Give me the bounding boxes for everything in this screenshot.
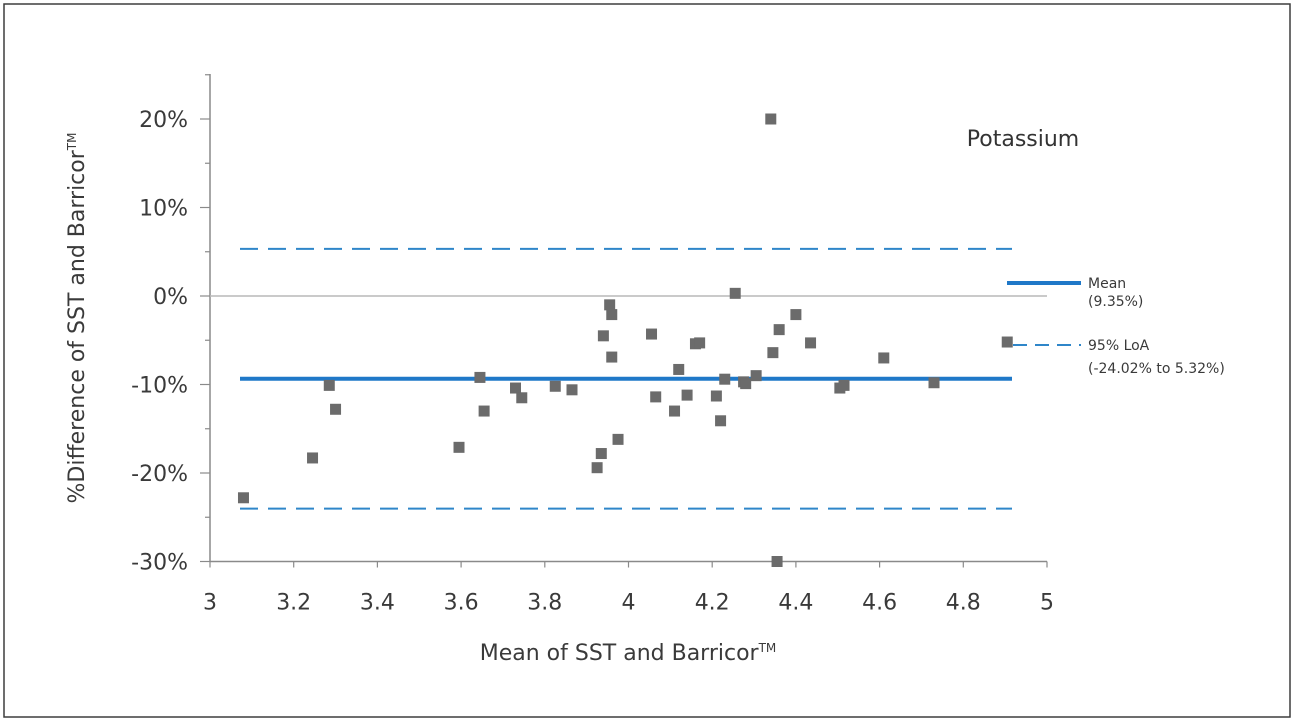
x-tick-label: 3.6	[444, 591, 479, 616]
data-point	[597, 330, 609, 342]
chart-border	[3, 3, 1291, 718]
x-tick-label: 4.2	[695, 591, 730, 616]
legend: Mean (9.35%) 95% LoA (-24.02% to 5.32%)	[1007, 276, 1225, 377]
x-tick-label: 4.4	[778, 591, 813, 616]
x-axis-title: Mean of SST and BarricorTM	[480, 641, 777, 666]
data-point	[606, 309, 618, 321]
data-point	[516, 392, 528, 404]
data-point	[330, 403, 342, 415]
y-axis-title-sup: TM	[65, 133, 79, 152]
data-point	[453, 441, 465, 453]
x-axis-title-sup: TM	[758, 641, 777, 655]
y-tick-label: -30%	[131, 551, 188, 576]
y-tick-label: 10%	[139, 197, 188, 222]
data-point	[878, 352, 890, 364]
data-point	[771, 556, 783, 567]
legend-loa-value: (-24.02% to 5.32%)	[1088, 361, 1225, 377]
data-point	[566, 384, 578, 396]
data-point	[673, 363, 685, 375]
data-point	[694, 337, 706, 349]
legend-mean-value: (9.35%)	[1088, 294, 1143, 310]
data-point	[510, 382, 522, 394]
x-tick-label: 4	[622, 591, 636, 616]
data-point	[790, 309, 802, 321]
x-tick-label: 3	[203, 591, 217, 616]
data-point	[591, 462, 603, 474]
x-tick-label: 3.2	[276, 591, 311, 616]
data-point	[612, 433, 624, 445]
data-point	[928, 377, 940, 389]
data-point	[669, 405, 681, 417]
data-point	[838, 379, 850, 391]
data-point	[750, 370, 762, 382]
data-point	[474, 371, 486, 383]
data-point	[729, 287, 741, 299]
x-tick-label: 3.4	[360, 591, 395, 616]
data-point	[323, 379, 335, 391]
data-point	[237, 492, 249, 504]
legend-loa-label: 95% LoA	[1088, 338, 1150, 354]
x-tick-label: 4.6	[862, 591, 897, 616]
x-tick-label: 3.8	[527, 591, 562, 616]
data-point	[715, 415, 727, 427]
data-point	[681, 389, 693, 401]
y-axis: 20% 10% 0% -10% -20% -30%	[131, 74, 211, 576]
data-point	[604, 299, 616, 311]
y-axis-title-text: %Difference of SST and Barricor	[65, 149, 90, 503]
y-tick-label: -10%	[131, 374, 188, 399]
data-point	[740, 378, 752, 390]
data-point	[767, 347, 779, 359]
data-point	[773, 324, 785, 336]
data-point	[307, 452, 319, 464]
data-point	[805, 337, 817, 349]
y-axis-title: %Difference of SST and BarricorTM	[65, 133, 90, 504]
y-tick-label: 0%	[153, 285, 188, 310]
data-point	[650, 391, 662, 403]
data-point	[710, 390, 722, 402]
x-axis: 3 3.2 3.4 3.6 3.8 4 4.2 4.4 4.6 4.8 5	[203, 560, 1054, 616]
legend-mean-label: Mean	[1088, 276, 1126, 292]
y-tick-label: -20%	[131, 462, 188, 487]
data-point	[595, 448, 607, 460]
y-tick-label: 20%	[139, 108, 188, 133]
data-point	[549, 380, 561, 392]
x-tick-label: 4.8	[946, 591, 981, 616]
data-points	[237, 113, 1013, 567]
x-axis-title-text: Mean of SST and Barricor	[480, 641, 760, 666]
data-point	[765, 113, 777, 125]
reference-lines	[210, 247, 1047, 510]
data-point	[606, 351, 618, 363]
data-point	[719, 373, 731, 385]
x-tick-label: 5	[1040, 591, 1054, 616]
panel-title: Potassium	[967, 127, 1079, 152]
data-point	[478, 405, 490, 417]
data-point	[1001, 336, 1013, 348]
data-point	[646, 328, 658, 340]
